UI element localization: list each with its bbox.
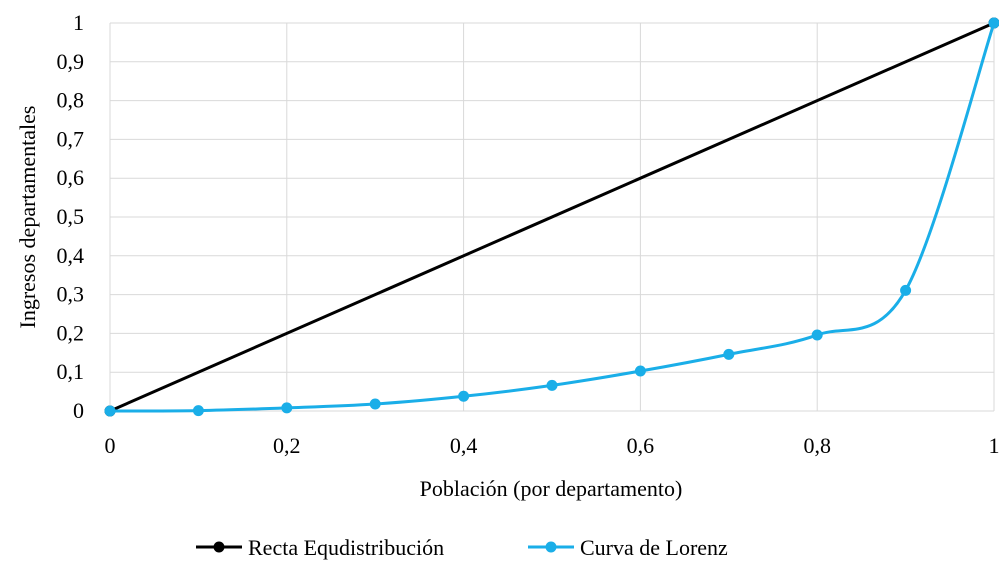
y-tick-label: 1 — [73, 10, 84, 35]
series-line — [109, 22, 996, 413]
data-point — [546, 379, 558, 391]
data-point — [811, 329, 823, 341]
legend: Recta Equdistribución Curva de Lorenz — [196, 535, 728, 560]
legend-swatch-marker — [545, 541, 557, 553]
y-tick-label: 0 — [73, 398, 84, 423]
y-tick-label: 0,3 — [57, 282, 85, 307]
data-point — [192, 405, 204, 417]
y-tick-label: 0,5 — [57, 204, 85, 229]
x-tick-label: 0,6 — [627, 433, 655, 458]
x-tick-label: 0,2 — [273, 433, 301, 458]
data-point — [900, 284, 912, 296]
y-axis-label: Ingresos departamentales — [15, 106, 40, 329]
y-tick-label: 0,2 — [57, 320, 85, 345]
x-axis-label: Población (por departamento) — [420, 476, 683, 501]
data-point — [458, 390, 470, 402]
y-tick-label: 0,6 — [57, 165, 85, 190]
y-tick-label: 0,9 — [57, 49, 85, 74]
data-point — [988, 17, 999, 29]
x-tick-label: 1 — [989, 433, 999, 458]
legend-label: Curva de Lorenz — [580, 535, 728, 560]
y-tick-label: 0,4 — [57, 243, 85, 268]
x-tick-label: 0,8 — [803, 433, 831, 458]
data-point — [281, 402, 293, 414]
x-tick-label: 0 — [105, 433, 116, 458]
y-tick-label: 0,8 — [57, 88, 85, 113]
series-line — [109, 21, 995, 413]
y-tick-label: 0,7 — [57, 126, 85, 151]
data-point — [104, 405, 116, 417]
data-point — [723, 348, 735, 360]
legend-label: Recta Equdistribución — [248, 535, 444, 560]
legend-swatch-marker — [213, 541, 225, 553]
tick-labels: 0 0,1 0,2 0,3 0,4 0,5 0,6 0,7 0,8 0,9 1 0 0,2 0,4 0,6 0… — [57, 10, 999, 458]
data-point — [634, 365, 646, 377]
x-tick-label: 0,4 — [450, 433, 478, 458]
data-point — [369, 398, 381, 410]
y-tick-label: 0,1 — [57, 359, 85, 384]
series-layer — [104, 17, 999, 417]
